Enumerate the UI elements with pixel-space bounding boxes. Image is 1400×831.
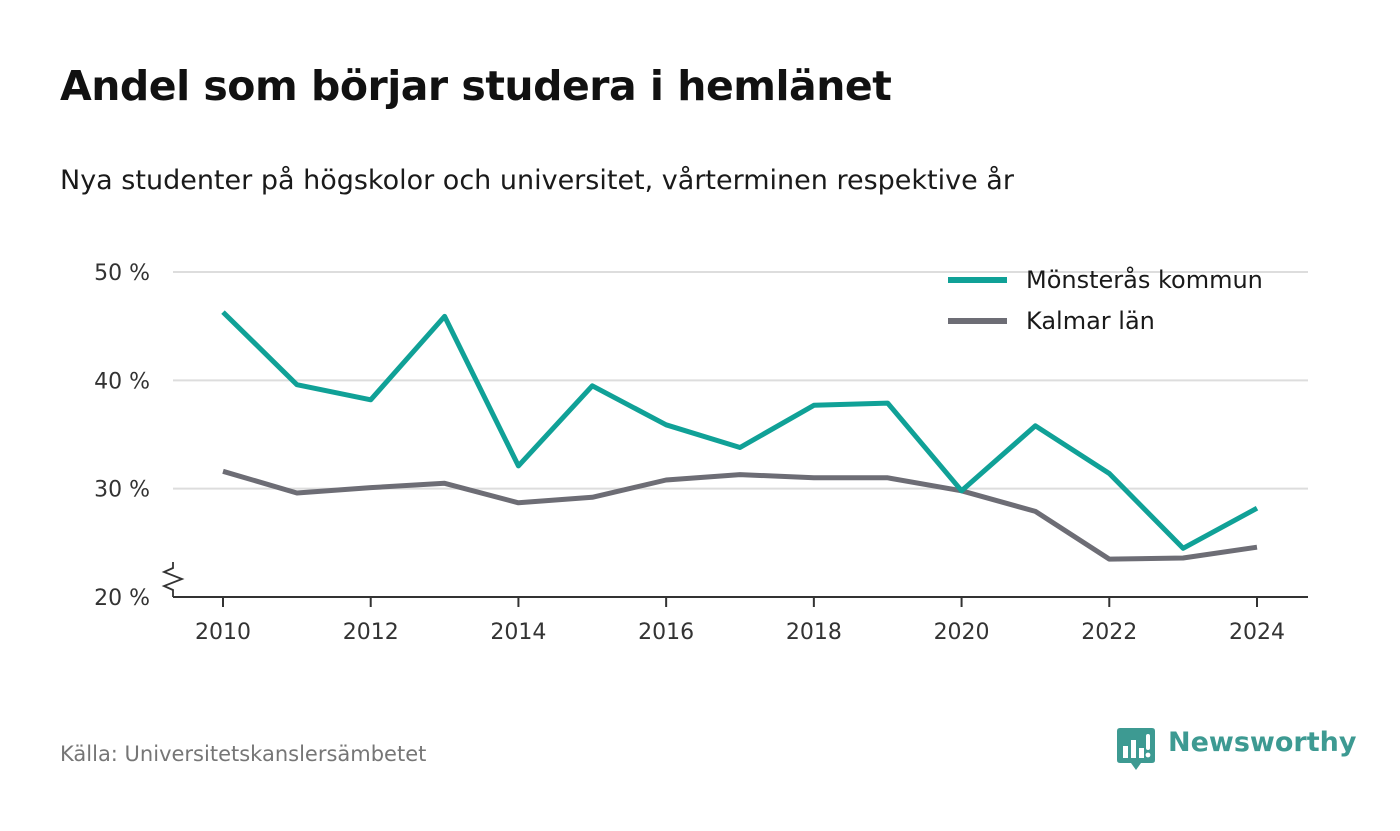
newsworthy-logo-icon xyxy=(1117,728,1155,770)
y-axis-ticks: 20 % 30 % 40 % 50 % xyxy=(94,261,150,611)
x-tick-label: 2012 xyxy=(343,620,399,645)
x-tick-label: 2024 xyxy=(1229,620,1285,645)
line-chart: 20 % 30 % 40 % 50 % 2010 2012 2014 2016 2018 202… xyxy=(94,261,1308,645)
series-lines xyxy=(221,310,1259,562)
axis-break-icon xyxy=(161,562,185,597)
gridlines xyxy=(173,271,1308,490)
y-tick-label: 30 % xyxy=(94,478,150,503)
x-tick-label: 2014 xyxy=(490,620,546,645)
legend: Mönsterås kommun Kalmar län xyxy=(948,265,1263,335)
series-line-1 xyxy=(221,310,1259,551)
x-axis: 2010 2012 2014 2016 2018 2020 2022 2024 xyxy=(161,562,1308,645)
x-tick-label: 2022 xyxy=(1081,620,1137,645)
series-line-2 xyxy=(222,468,1258,562)
y-tick-label: 50 % xyxy=(94,261,150,286)
y-tick-label: 40 % xyxy=(94,369,150,394)
x-tick-label: 2010 xyxy=(195,620,251,645)
y-tick-label: 20 % xyxy=(94,586,150,611)
x-tick-label: 2020 xyxy=(934,620,990,645)
x-tick-label: 2016 xyxy=(638,620,694,645)
source-note: Källa: Universitetskanslersämbetet xyxy=(60,742,427,766)
chart-subtitle: Nya studenter på högskolor och universit… xyxy=(60,165,1014,196)
x-tick-label: 2018 xyxy=(786,620,842,645)
legend-label: Mönsterås kommun xyxy=(1026,265,1263,294)
brand-name: Newsworthy xyxy=(1168,727,1357,758)
legend-label: Kalmar län xyxy=(1026,307,1155,335)
chart-title: Andel som börjar studera i hemlänet xyxy=(60,62,892,110)
